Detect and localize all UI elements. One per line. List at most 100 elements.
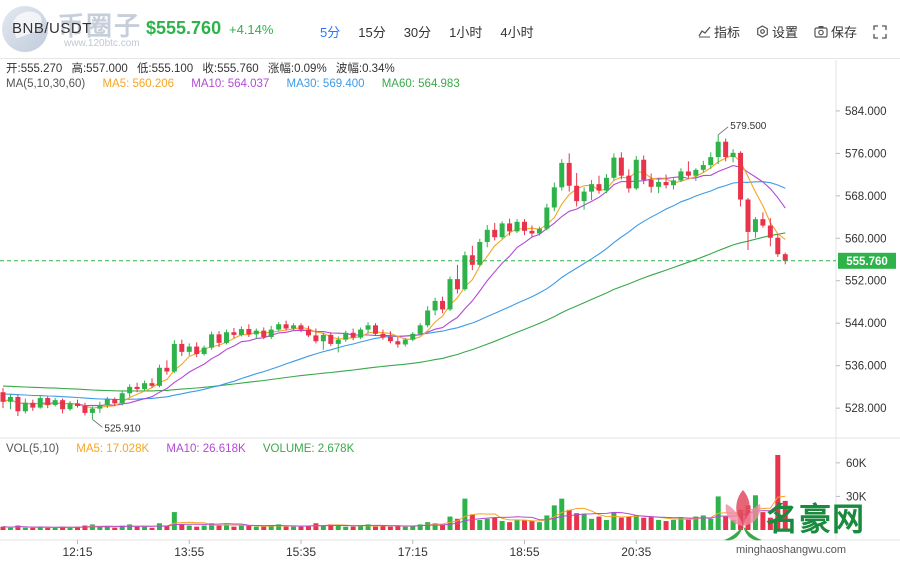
volume-bar <box>678 517 684 530</box>
fullscreen-button[interactable] <box>873 24 890 39</box>
candle-body <box>440 300 446 310</box>
candle <box>603 174 609 194</box>
y-tick-label: 568.000 <box>845 191 887 203</box>
candle-body <box>291 325 297 329</box>
volume-bar <box>45 527 51 530</box>
candle-body <box>0 392 6 402</box>
candle-body <box>410 333 416 340</box>
settings-button[interactable]: 设置 <box>756 22 798 41</box>
volume-bar <box>514 519 520 530</box>
volume-bar <box>693 516 699 530</box>
candle <box>276 322 282 332</box>
volume-bar <box>648 516 654 530</box>
candle-body <box>484 229 490 243</box>
candle <box>112 397 118 406</box>
candle-body <box>685 171 691 176</box>
candle <box>685 161 691 179</box>
candle-body <box>224 332 229 343</box>
candle <box>209 331 215 350</box>
x-tick-label: 15:35 <box>286 545 316 559</box>
interval-4h[interactable]: 4小时 <box>500 25 534 40</box>
camera-icon <box>814 26 828 38</box>
candle <box>484 225 490 248</box>
candle-body <box>656 182 662 187</box>
candle-body <box>276 324 282 330</box>
candle-body <box>298 325 304 330</box>
volume-bar <box>22 527 28 530</box>
volume-bar <box>410 525 416 530</box>
volume-bar <box>104 526 110 530</box>
volume-bar <box>782 500 788 530</box>
interval-30m[interactable]: 30分 <box>403 25 432 40</box>
candle <box>432 297 438 316</box>
candle <box>745 197 751 250</box>
volume-bar <box>320 525 326 530</box>
candle <box>775 234 781 257</box>
vol-tick-label: 60K <box>846 458 867 470</box>
candle-body <box>134 386 140 390</box>
candle-body <box>387 337 393 342</box>
volume-bar <box>313 523 319 530</box>
interval-15m[interactable]: 15分 <box>358 25 386 40</box>
volume-bar <box>246 525 252 530</box>
candle-body <box>328 334 334 344</box>
save-button[interactable]: 保存 <box>814 22 857 41</box>
candle <box>373 323 378 336</box>
candle <box>581 187 587 210</box>
candle-body <box>626 175 632 189</box>
candle <box>22 398 28 414</box>
volume-bar <box>365 524 371 530</box>
trading-pair[interactable]: BNB/USDT <box>12 20 92 37</box>
volume-bar <box>156 523 162 530</box>
candle <box>611 153 617 181</box>
volume-bar <box>566 509 572 530</box>
candle <box>291 323 297 331</box>
candle-body <box>60 400 66 410</box>
candle-body <box>767 225 773 238</box>
candle <box>313 328 319 344</box>
candle-body <box>507 223 513 232</box>
candle <box>693 168 699 181</box>
candle-body <box>447 279 453 310</box>
gear-icon <box>757 25 768 38</box>
volume-bar <box>462 498 468 530</box>
volume-bar <box>574 513 580 530</box>
candle <box>417 323 423 336</box>
volume-bar <box>581 514 587 530</box>
candle-body <box>164 367 170 372</box>
volume-bar <box>298 526 304 530</box>
candle-body <box>305 329 311 336</box>
ma60-legend: MA60: 564.983 <box>381 78 460 90</box>
candle <box>194 342 200 358</box>
candle <box>566 153 572 192</box>
price-change-percent: +4.14% <box>229 22 274 37</box>
candle-body <box>477 242 483 265</box>
volume-bar <box>268 525 274 530</box>
candle-body <box>775 237 781 255</box>
high-value: 高:557.000 <box>71 63 128 75</box>
candle-body <box>30 402 36 408</box>
candle <box>305 325 311 338</box>
candle <box>253 328 259 339</box>
volume-bar <box>328 524 334 530</box>
candle <box>164 360 170 375</box>
candle <box>507 218 513 236</box>
candle <box>387 331 393 344</box>
candle <box>335 336 341 353</box>
volume-bar <box>127 524 133 530</box>
candle-body <box>268 329 274 338</box>
candle <box>171 340 177 374</box>
candle-body <box>67 403 73 410</box>
interval-5m[interactable]: 5分 <box>320 25 341 40</box>
x-tick-label: 20:35 <box>621 545 651 559</box>
chart-tools: 指标 设置 保存 <box>682 22 890 41</box>
candle-body <box>522 221 527 231</box>
candle <box>529 225 535 238</box>
volume-bar <box>0 526 6 530</box>
volume-bar <box>529 521 535 530</box>
candle-body <box>104 399 110 405</box>
indicators-button[interactable]: 指标 <box>698 22 740 41</box>
interval-1h[interactable]: 1小时 <box>449 25 483 40</box>
candle-body <box>82 405 88 413</box>
